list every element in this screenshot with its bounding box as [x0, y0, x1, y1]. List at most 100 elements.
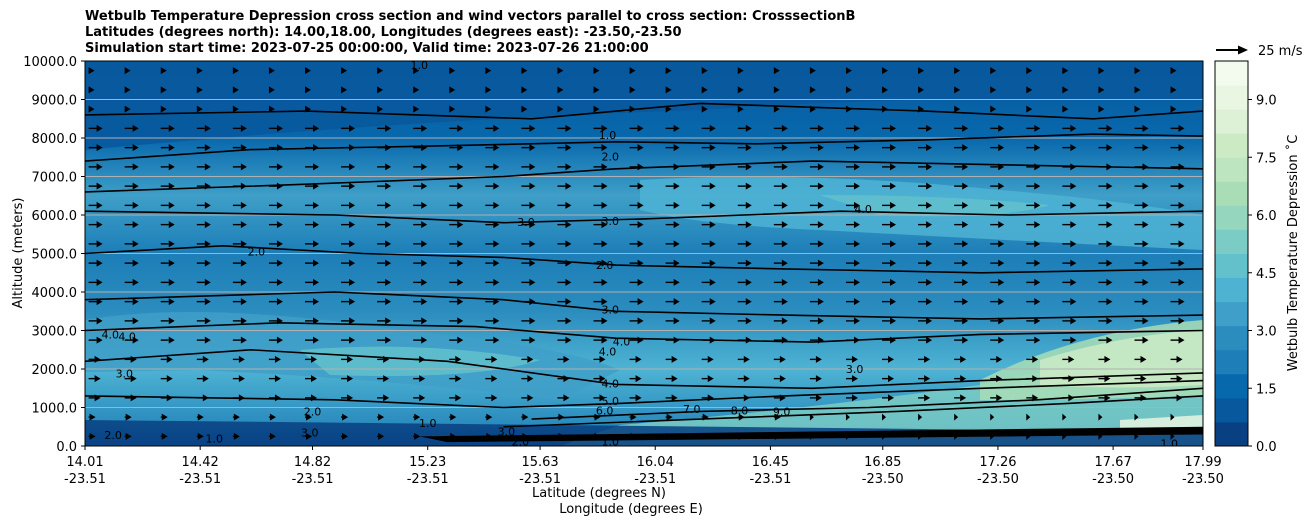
- contour-label: 1.0: [205, 432, 223, 445]
- wind-vector-head: [882, 86, 889, 94]
- wind-vector-head: [1178, 163, 1185, 171]
- wind-vector-head: [773, 67, 780, 75]
- wind-vector-head: [378, 432, 385, 440]
- wind-vector-head: [774, 432, 781, 440]
- wind-vector-head: [781, 182, 788, 190]
- quiver-key-arrow-head-icon: [1238, 45, 1248, 55]
- colorbar-tick-label: 0.0: [1256, 440, 1277, 455]
- wind-vector-head: [817, 259, 824, 267]
- wind-vector-head: [233, 413, 240, 421]
- wind-vector-head: [493, 336, 500, 344]
- wind-vector-head: [890, 124, 897, 132]
- wind-vector-head: [709, 298, 716, 306]
- wind-vector-head: [1026, 432, 1031, 440]
- wind-vector-head: [385, 336, 392, 344]
- x-tick-label-latitude: 17.99: [1184, 455, 1221, 470]
- wind-vector-head: [529, 182, 536, 190]
- contour-label: 2.0: [512, 435, 530, 448]
- wind-vector-head: [1104, 375, 1111, 383]
- wind-vector-head: [385, 317, 392, 325]
- contour-label: 4.0: [602, 378, 620, 391]
- wind-vector-head: [565, 144, 572, 152]
- wind-vector-head: [709, 240, 716, 248]
- wind-vector-head: [779, 375, 786, 383]
- wind-vector-head: [673, 278, 680, 286]
- wind-vector-head: [204, 298, 211, 306]
- wind-vector-head: [1140, 355, 1147, 363]
- wind-vector-head: [1142, 278, 1149, 286]
- wind-vector-head: [853, 298, 860, 306]
- colorbar-segment: [1215, 373, 1248, 399]
- wind-vector-head: [998, 240, 1005, 248]
- wind-vector-head: [565, 221, 572, 229]
- colorbar-segment: [1215, 421, 1248, 447]
- wind-vector-head: [269, 432, 276, 440]
- wind-vector-head: [130, 375, 137, 383]
- wind-vector-head: [385, 278, 392, 286]
- wind-vector-head: [166, 375, 173, 383]
- wind-vector-head: [890, 278, 897, 286]
- wind-vector-head: [310, 394, 317, 402]
- wind-vector-head: [845, 105, 852, 113]
- wind-vector-head: [1178, 124, 1185, 132]
- wind-vector-head: [918, 86, 925, 94]
- wind-vector-head: [421, 240, 428, 248]
- wind-vector-head: [204, 240, 211, 248]
- wind-vector-head: [1098, 105, 1105, 113]
- wind-vector-head: [601, 163, 608, 171]
- wind-vector-head: [274, 394, 281, 402]
- wind-vector-head: [594, 432, 601, 440]
- x-tick-label-longitude: -23.50: [977, 472, 1019, 487]
- x-tick-label-longitude: -23.51: [749, 472, 791, 487]
- wind-vector-head: [1178, 278, 1185, 286]
- wind-vector-head: [1034, 259, 1041, 267]
- wind-vector-head: [449, 67, 456, 75]
- wind-vector-head: [96, 124, 103, 132]
- x-tick-label-latitude: 16.45: [752, 455, 789, 470]
- wind-vector-head: [1106, 278, 1113, 286]
- wind-vector-head: [88, 105, 95, 113]
- wind-vector-head: [1034, 240, 1041, 248]
- wind-vector-head: [673, 336, 680, 344]
- wind-vector-head: [1104, 394, 1111, 402]
- wind-vector-head: [1104, 355, 1111, 363]
- wind-vector-head: [1134, 67, 1141, 75]
- wind-vector-head: [853, 163, 860, 171]
- wind-vector-head: [926, 317, 933, 325]
- wind-vector-head: [240, 163, 247, 171]
- wind-vector-head: [565, 298, 572, 306]
- wind-vector-head: [1106, 317, 1113, 325]
- wind-vector-head: [853, 336, 860, 344]
- wind-vector-head: [601, 144, 608, 152]
- wind-vector-head: [817, 124, 824, 132]
- x-tick-label-longitude: -23.51: [519, 472, 561, 487]
- wind-vector-head: [1070, 144, 1077, 152]
- wind-vector-head: [702, 432, 709, 440]
- wind-vector-head: [421, 259, 428, 267]
- wind-vector-head: [347, 375, 354, 383]
- wind-vector-head: [168, 240, 175, 248]
- wind-vector-head: [673, 221, 680, 229]
- wind-vector-head: [421, 317, 428, 325]
- wind-vector-head: [990, 432, 995, 440]
- wind-vector-head: [1142, 201, 1149, 209]
- wind-vector-head: [926, 163, 933, 171]
- wind-vector-head: [204, 124, 211, 132]
- wind-vector-head: [276, 278, 283, 286]
- contour-lines: [85, 102, 1203, 443]
- wind-vector-head: [853, 259, 860, 267]
- wind-vector-head: [457, 221, 464, 229]
- wind-vector-head: [385, 124, 392, 132]
- wind-vector-head: [1170, 67, 1177, 75]
- field-region: [85, 61, 1203, 150]
- wind-vector-head: [635, 394, 642, 402]
- wind-vector-head: [565, 259, 572, 267]
- wind-vector-head: [1178, 240, 1185, 248]
- wind-vector-head: [630, 432, 637, 440]
- wind-vector-head: [204, 144, 211, 152]
- contour-label: 3.0: [517, 216, 535, 229]
- wind-vector-head: [419, 355, 426, 363]
- contour-line: [531, 387, 1203, 420]
- wind-vector-head: [637, 240, 644, 248]
- wind-vector-head: [673, 201, 680, 209]
